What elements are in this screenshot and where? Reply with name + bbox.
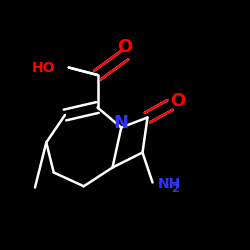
Text: O: O — [170, 92, 185, 110]
Text: O: O — [118, 38, 132, 56]
Text: HO: HO — [32, 60, 56, 74]
Text: 2: 2 — [171, 184, 179, 194]
Text: NH: NH — [158, 177, 181, 191]
Text: N: N — [114, 114, 129, 132]
